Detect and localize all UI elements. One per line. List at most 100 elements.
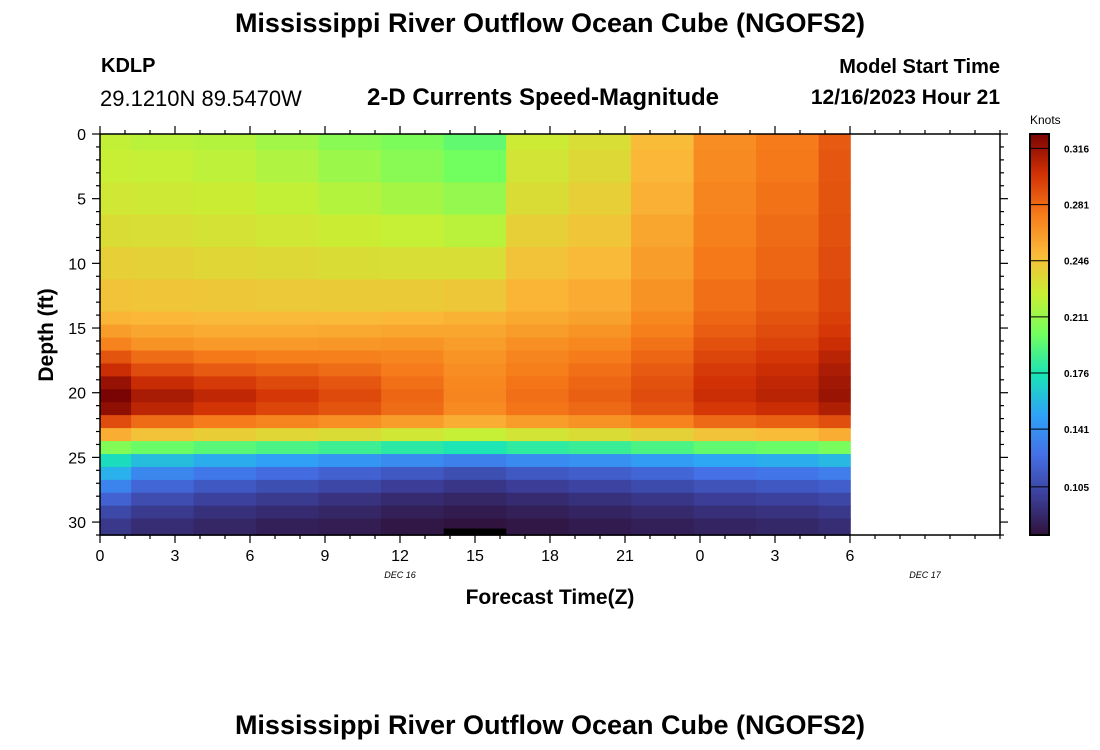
y-tick-label: 5 [77, 192, 86, 209]
colorbar-tick-label: 0.316 [1064, 144, 1089, 155]
heatmap-cell [99, 389, 133, 404]
heatmap-cell [381, 428, 445, 442]
heatmap-cell [568, 479, 632, 494]
heatmap-cell [131, 454, 195, 468]
heatmap-cell [506, 415, 570, 430]
heatmap-cell [506, 402, 570, 417]
heatmap-cell [568, 182, 632, 216]
heatmap-cell [318, 466, 382, 481]
heatmap-cell [381, 466, 445, 481]
heatmap-cell [256, 441, 320, 455]
colorbar-ticks: 0.105 0.141 0.176 0.211 0.246 0.281 0.316 [1030, 144, 1089, 494]
heatmap-cell [318, 214, 382, 248]
heatmap-cell [256, 311, 320, 326]
heatmap-cell [756, 492, 820, 507]
heatmap-cell [568, 337, 632, 352]
heatmap-cell [443, 311, 507, 326]
heatmap-cell [631, 324, 695, 339]
heatmap-cell [193, 182, 257, 216]
heatmap-cell [818, 402, 851, 417]
heatmap-cell [443, 466, 507, 481]
heatmap-cell [381, 279, 445, 313]
heatmap-cell [693, 279, 757, 313]
heatmap-cell [131, 182, 195, 216]
heatmap-cell [631, 337, 695, 352]
heatmap-cell [443, 415, 507, 430]
heatmap-cell [631, 428, 695, 442]
heatmap-cell [506, 492, 570, 507]
x-tick-label: 6 [846, 548, 855, 565]
heatmap-cell [256, 402, 320, 417]
heatmap-cell [193, 247, 257, 281]
heatmap-cell [756, 150, 820, 184]
heatmap-cell [99, 505, 133, 520]
heatmap-cell [381, 389, 445, 404]
heatmap-cell [568, 350, 632, 365]
heatmap-cell [99, 402, 133, 417]
heatmap-cell [693, 182, 757, 216]
heatmap-cell [99, 376, 133, 391]
heatmap-cell [568, 311, 632, 326]
heatmap-cell [131, 337, 195, 352]
heatmap-cell [381, 133, 445, 151]
heatmap-cell [193, 133, 257, 151]
heatmap-cell [443, 505, 507, 520]
heatmap-cell [631, 505, 695, 520]
colorbar-tick-label: 0.105 [1064, 483, 1089, 494]
heatmap-cell [381, 492, 445, 507]
heatmap-cell [193, 454, 257, 468]
heatmap-cell [568, 214, 632, 248]
heatmap-cell [256, 479, 320, 494]
heatmap-cell [99, 311, 133, 326]
heatmap-cell [631, 466, 695, 481]
heatmap-cell [693, 454, 757, 468]
model-start-value: 12/16/2023 Hour 21 [810, 86, 1000, 109]
heatmap-cell [693, 324, 757, 339]
heatmap-cell [693, 466, 757, 481]
heatmap-cell [568, 466, 632, 481]
heatmap-cell [318, 337, 382, 352]
y-tick-label: 30 [68, 515, 86, 532]
heatmap-cell [131, 350, 195, 365]
heatmap-cell [818, 428, 851, 442]
heatmap-cell [318, 247, 382, 281]
x-tick-label: 15 [466, 548, 484, 565]
x-tick-label: 18 [541, 548, 559, 565]
heatmap-cell [756, 324, 820, 339]
heatmap-cell [193, 466, 257, 481]
y-axis-label: Depth (ft) [35, 288, 58, 381]
speed-heatmap-chart: 0 3 6 9 12 15 18 21 0 3 6 DEC 16 DEC 17 0 5 10 15 20 25 3… [35, 113, 1089, 609]
missing-data-layer [443, 528, 507, 535]
heatmap-cell [756, 402, 820, 417]
colorbar-tick-label: 0.141 [1064, 425, 1089, 436]
heatmap-cell [131, 133, 195, 151]
model-start-label: Model Start Time [839, 56, 1000, 78]
y-tick-label: 20 [68, 386, 86, 403]
heatmap-cell [381, 182, 445, 216]
heatmap-cell [506, 311, 570, 326]
heatmap-cell [693, 389, 757, 404]
heatmap-cell [443, 150, 507, 184]
heatmap-cell [756, 311, 820, 326]
date-labels: DEC 16 DEC 17 [384, 570, 942, 580]
y-tick-label: 0 [77, 127, 86, 144]
colorbar-gradient [1030, 134, 1049, 535]
heatmap-cell [99, 415, 133, 430]
heatmap-cell [443, 337, 507, 352]
heatmap-cell [693, 441, 757, 455]
heatmap-cell [756, 337, 820, 352]
heatmap-cell [318, 350, 382, 365]
heatmap-cell [818, 492, 851, 507]
colorbar-tick-label: 0.281 [1064, 201, 1089, 212]
x-tick-label: 3 [771, 548, 780, 565]
heatmap-cell [693, 518, 757, 536]
heatmap-cell [631, 363, 695, 378]
heatmap-cell [318, 454, 382, 468]
heatmap-cell [443, 182, 507, 216]
heatmap-cell [631, 415, 695, 430]
heatmap-cell [256, 428, 320, 442]
heatmap-cell [506, 133, 570, 151]
heatmap-cell [693, 415, 757, 430]
heatmap-cell [256, 454, 320, 468]
heatmap-cell [756, 518, 820, 536]
